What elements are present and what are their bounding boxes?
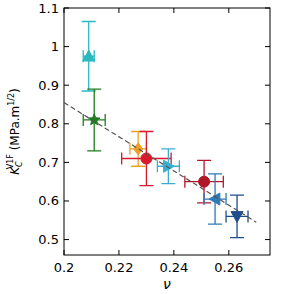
- y-axis-label-part: ): [8, 88, 22, 93]
- y-tick: [265, 46, 270, 47]
- y-axis-label: KCV1F (MPa.m1/2): [6, 88, 24, 175]
- y-tick-label: 1.1: [38, 1, 59, 16]
- x-tick: [64, 8, 65, 13]
- y-error-bar: [139, 132, 153, 186]
- y-tick-label: 0.5: [38, 232, 59, 247]
- x-tick: [228, 8, 229, 13]
- marker: [83, 50, 95, 61]
- y-tick-label: 0.9: [38, 78, 59, 93]
- y-error-bar: [82, 22, 96, 91]
- y-tick: [64, 162, 69, 163]
- marker: [89, 114, 100, 125]
- x-error-bar: [185, 176, 223, 188]
- y-error-bar: [208, 174, 222, 224]
- marker: [209, 193, 220, 205]
- x-tick-label: 0.22: [104, 260, 133, 275]
- y-tick: [265, 85, 270, 86]
- y-tick: [265, 123, 270, 124]
- y-tick: [64, 239, 69, 240]
- y-tick-label: 0.8: [38, 116, 59, 131]
- y-axis-label-part: V1F: [6, 154, 15, 170]
- y-axis-label-part: 1/2: [7, 93, 16, 106]
- x-error-bar: [226, 210, 248, 222]
- fit-line: [64, 103, 256, 223]
- marker: [141, 153, 152, 164]
- marker: [134, 143, 143, 155]
- x-tick: [173, 8, 174, 13]
- x-tick: [228, 250, 229, 255]
- y-tick: [64, 123, 69, 124]
- y-tick: [64, 200, 69, 201]
- y-tick: [265, 162, 270, 163]
- y-tick: [64, 8, 69, 9]
- y-tick: [265, 239, 270, 240]
- x-tick-label: 0.26: [214, 260, 243, 275]
- y-tick: [265, 8, 270, 9]
- x-error-bar: [83, 50, 94, 62]
- y-axis-label-part: C: [15, 161, 24, 167]
- marker: [199, 176, 210, 187]
- y-tick: [265, 200, 270, 201]
- marks: [64, 22, 256, 238]
- y-axis-label-part: (MPa.m: [8, 106, 22, 154]
- y-tick-label: 0.7: [38, 155, 59, 170]
- y-tick: [64, 46, 69, 47]
- x-tick-label: 0.24: [159, 260, 188, 275]
- y-error-bar: [161, 149, 175, 184]
- chart: 0.2 0.22 0.24 0.26 0.5 0.6 0.7 0.8 0.9 1 1.1 ν KCV1F…: [0, 0, 286, 294]
- x-tick: [64, 250, 65, 255]
- x-tick-label: 0.2: [54, 260, 75, 275]
- x-axis-label: ν: [163, 276, 171, 292]
- y-tick: [64, 85, 69, 86]
- x-error-bar: [204, 193, 226, 205]
- y-tick-label: 1: [51, 39, 59, 54]
- x-error-bar: [83, 114, 105, 126]
- x-tick: [118, 250, 119, 255]
- x-tick: [118, 8, 119, 13]
- y-tick-label: 0.6: [38, 193, 59, 208]
- plot-frame: [64, 8, 270, 255]
- x-tick: [173, 250, 174, 255]
